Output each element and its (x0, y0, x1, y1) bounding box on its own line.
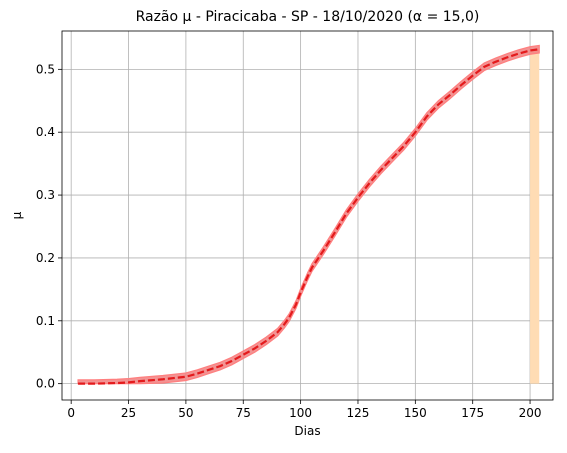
grid-lines (62, 31, 553, 400)
x-tick-label: 50 (178, 406, 193, 420)
y-tick-label: 0.3 (36, 188, 55, 202)
highlight-region (530, 49, 539, 383)
x-tick-label: 100 (289, 406, 312, 420)
y-tick-label: 0.5 (36, 62, 55, 76)
chart-title: Razão μ - Piracicaba - SP - 18/10/2020 (… (136, 9, 480, 25)
mean-line-series (78, 49, 539, 383)
x-tick-label: 200 (519, 406, 542, 420)
y-tick-label: 0.1 (36, 314, 55, 328)
x-axis-label: Dias (294, 424, 320, 438)
plot-frame (62, 31, 553, 400)
axis-ticks: 0 25 50 75 100 125 150 175 200 0.0 0.1 0.2 0.3 0.4 0.5 (36, 62, 542, 420)
x-tick-label: 25 (121, 406, 136, 420)
y-tick-label: 0.0 (36, 377, 55, 391)
x-tick-label: 125 (347, 406, 370, 420)
x-tick-label: 175 (461, 406, 484, 420)
x-tick-label: 150 (404, 406, 427, 420)
y-axis-label: μ (10, 211, 24, 219)
mean-line (78, 49, 539, 383)
confidence-band (78, 45, 539, 383)
y-tick-label: 0.2 (36, 251, 55, 265)
forecast-highlight-bar (530, 49, 539, 383)
x-tick-label: 75 (236, 406, 251, 420)
confidence-band-area (78, 45, 539, 383)
x-tick-label: 0 (67, 406, 75, 420)
y-tick-label: 0.4 (36, 125, 55, 139)
